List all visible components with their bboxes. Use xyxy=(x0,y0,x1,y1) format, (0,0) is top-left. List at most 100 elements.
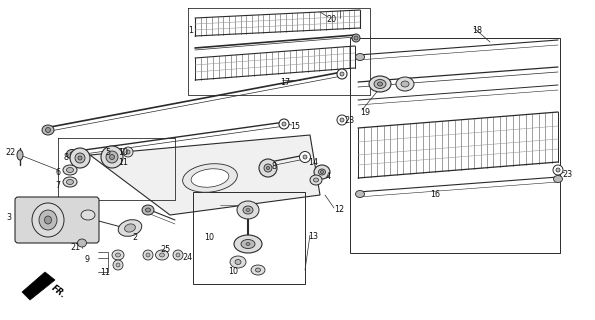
Ellipse shape xyxy=(553,175,562,182)
Text: 14: 14 xyxy=(308,158,318,167)
Ellipse shape xyxy=(63,177,77,187)
Ellipse shape xyxy=(246,243,250,245)
Ellipse shape xyxy=(159,253,164,257)
Ellipse shape xyxy=(401,81,409,87)
Ellipse shape xyxy=(355,53,365,60)
Ellipse shape xyxy=(42,125,54,135)
Ellipse shape xyxy=(299,151,311,163)
Text: 15: 15 xyxy=(290,122,300,131)
Ellipse shape xyxy=(310,175,322,185)
Text: 16: 16 xyxy=(430,190,440,199)
Text: 17: 17 xyxy=(280,78,290,87)
Ellipse shape xyxy=(143,250,153,260)
Ellipse shape xyxy=(303,155,307,159)
Ellipse shape xyxy=(264,164,272,172)
Ellipse shape xyxy=(237,201,259,219)
Ellipse shape xyxy=(377,82,383,86)
Ellipse shape xyxy=(67,167,74,172)
Text: 4: 4 xyxy=(326,172,331,181)
Ellipse shape xyxy=(70,148,90,168)
Text: 23: 23 xyxy=(344,116,354,125)
Ellipse shape xyxy=(553,165,563,175)
Ellipse shape xyxy=(234,235,262,253)
Text: 13: 13 xyxy=(308,232,318,241)
Ellipse shape xyxy=(124,224,136,232)
Ellipse shape xyxy=(176,253,180,257)
Ellipse shape xyxy=(32,203,64,237)
Ellipse shape xyxy=(45,216,52,224)
Ellipse shape xyxy=(374,79,386,89)
Bar xyxy=(350,38,560,253)
Ellipse shape xyxy=(337,115,347,125)
Text: 10: 10 xyxy=(204,233,214,242)
Ellipse shape xyxy=(321,171,324,173)
Ellipse shape xyxy=(78,156,82,160)
FancyBboxPatch shape xyxy=(15,197,99,243)
Ellipse shape xyxy=(77,239,86,247)
Bar xyxy=(193,192,305,284)
Ellipse shape xyxy=(173,250,183,260)
Ellipse shape xyxy=(118,220,142,236)
Ellipse shape xyxy=(142,205,154,215)
Ellipse shape xyxy=(116,263,120,267)
Text: FR.: FR. xyxy=(50,283,68,300)
Text: 10: 10 xyxy=(228,267,238,276)
Ellipse shape xyxy=(63,165,77,175)
Text: 19: 19 xyxy=(360,108,370,117)
Text: 1: 1 xyxy=(188,26,193,35)
Ellipse shape xyxy=(318,169,325,175)
Ellipse shape xyxy=(81,210,95,220)
Ellipse shape xyxy=(115,253,121,257)
Ellipse shape xyxy=(183,164,237,192)
Ellipse shape xyxy=(67,149,77,158)
Text: 9: 9 xyxy=(84,255,89,264)
Ellipse shape xyxy=(70,152,74,156)
Ellipse shape xyxy=(282,122,286,126)
Ellipse shape xyxy=(17,150,23,160)
Ellipse shape xyxy=(146,208,151,212)
Ellipse shape xyxy=(556,168,560,172)
Text: 20: 20 xyxy=(326,15,336,24)
Text: 25: 25 xyxy=(160,245,170,254)
Text: 11: 11 xyxy=(118,158,128,167)
Ellipse shape xyxy=(243,206,253,214)
Ellipse shape xyxy=(246,209,250,212)
Ellipse shape xyxy=(267,166,270,170)
Text: 5: 5 xyxy=(105,148,110,157)
Ellipse shape xyxy=(191,169,229,187)
Text: 2: 2 xyxy=(132,233,137,242)
Ellipse shape xyxy=(113,260,123,270)
Ellipse shape xyxy=(337,69,347,79)
Ellipse shape xyxy=(369,76,391,92)
Ellipse shape xyxy=(241,239,255,249)
Polygon shape xyxy=(22,272,55,300)
Text: 8: 8 xyxy=(272,162,277,171)
Text: 8: 8 xyxy=(63,153,68,162)
Ellipse shape xyxy=(314,165,330,179)
Text: 11: 11 xyxy=(100,268,110,277)
Ellipse shape xyxy=(235,260,241,265)
Ellipse shape xyxy=(255,268,261,272)
Ellipse shape xyxy=(123,147,133,157)
Ellipse shape xyxy=(352,34,360,42)
Ellipse shape xyxy=(39,210,57,230)
Ellipse shape xyxy=(101,146,123,168)
Ellipse shape xyxy=(355,190,365,197)
Ellipse shape xyxy=(146,253,150,257)
Text: 21: 21 xyxy=(70,243,80,252)
Text: 23: 23 xyxy=(562,170,572,179)
Text: 10: 10 xyxy=(118,148,128,157)
Text: 6: 6 xyxy=(55,168,60,177)
Text: 7: 7 xyxy=(55,181,60,190)
Ellipse shape xyxy=(112,250,124,260)
Ellipse shape xyxy=(340,72,344,76)
Text: 12: 12 xyxy=(334,205,344,214)
Ellipse shape xyxy=(126,150,130,154)
Text: 3: 3 xyxy=(6,213,11,222)
Ellipse shape xyxy=(396,77,414,91)
Text: 22: 22 xyxy=(5,148,15,157)
Ellipse shape xyxy=(230,256,246,268)
Ellipse shape xyxy=(155,250,168,260)
Polygon shape xyxy=(90,135,320,215)
Text: 18: 18 xyxy=(472,26,482,35)
